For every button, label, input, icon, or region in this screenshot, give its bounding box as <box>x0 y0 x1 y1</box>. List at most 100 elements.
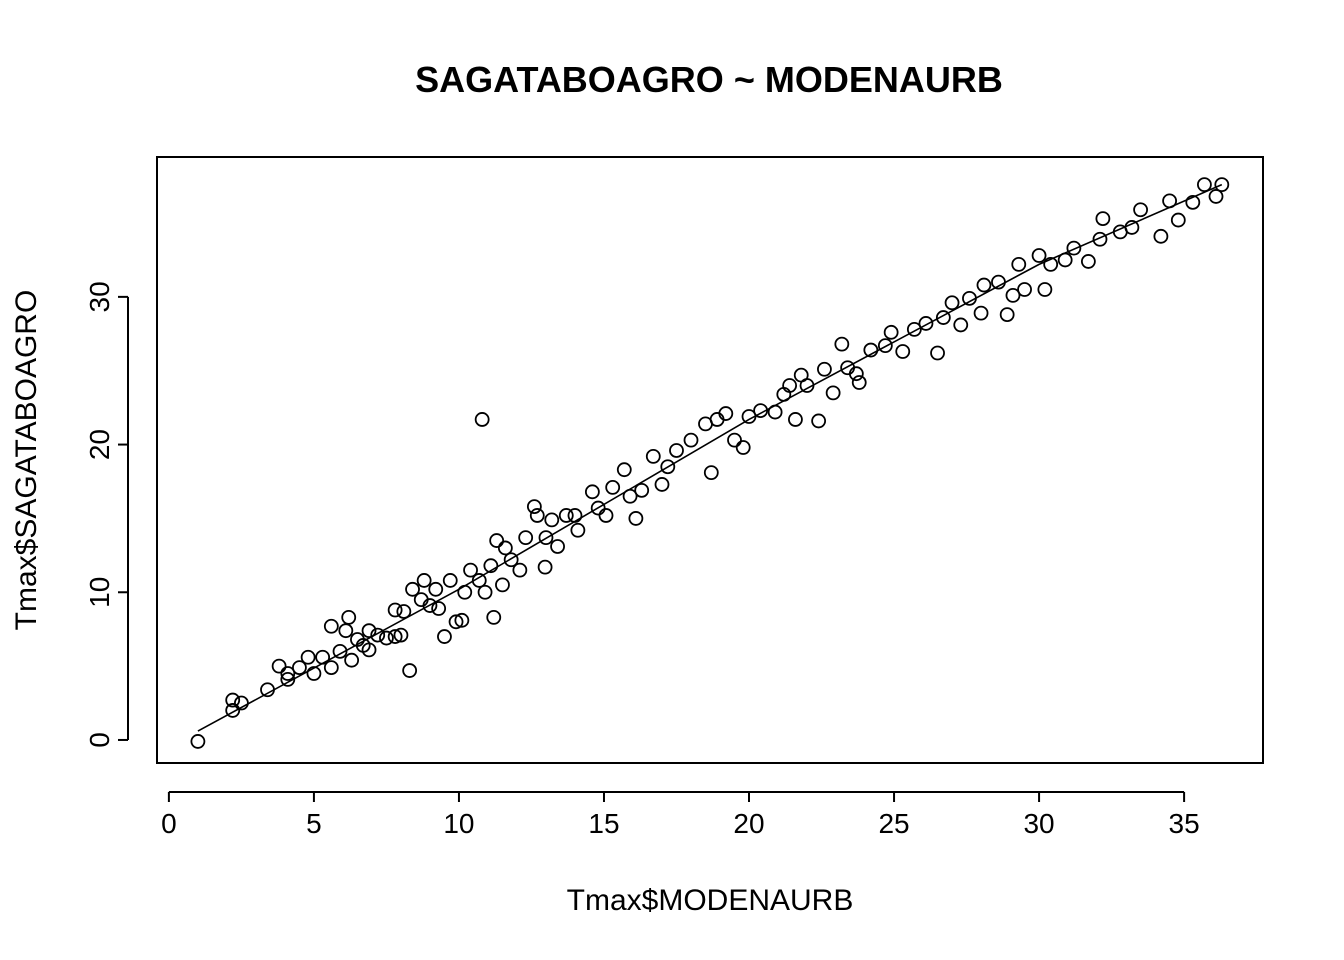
point <box>1153 228 1169 244</box>
x-tick-label: 5 <box>306 808 322 839</box>
point <box>422 598 438 613</box>
point <box>280 666 296 681</box>
point <box>851 375 867 390</box>
point <box>883 324 899 340</box>
point <box>906 321 922 337</box>
point <box>782 378 798 393</box>
point <box>976 277 992 293</box>
point <box>1043 256 1059 272</box>
point <box>442 573 458 588</box>
point <box>1185 194 1201 210</box>
x-tick-label: 30 <box>1023 808 1054 839</box>
point <box>788 412 803 427</box>
fit-line <box>197 183 1223 732</box>
point <box>225 692 241 708</box>
point <box>292 660 307 675</box>
point <box>616 462 632 478</box>
point <box>735 440 751 455</box>
point <box>834 336 850 352</box>
x-tick-label: 35 <box>1169 808 1200 839</box>
point <box>512 562 528 578</box>
point <box>332 643 348 659</box>
plot-frame <box>156 156 1264 764</box>
point <box>341 609 357 625</box>
point <box>727 432 742 448</box>
point <box>544 512 560 528</box>
point <box>437 629 452 644</box>
point <box>598 508 614 523</box>
point <box>1208 189 1224 204</box>
point <box>190 734 206 749</box>
point <box>463 562 478 578</box>
point <box>825 385 841 401</box>
point <box>1011 256 1027 272</box>
point <box>338 623 354 639</box>
point <box>416 573 432 588</box>
point <box>474 412 490 427</box>
point <box>550 539 565 554</box>
point <box>503 552 519 568</box>
point <box>271 658 287 674</box>
point <box>634 482 650 498</box>
y-tick-label: 20 <box>84 429 115 460</box>
point <box>645 448 661 464</box>
point <box>300 649 316 665</box>
point <box>1005 287 1021 303</box>
point <box>387 629 403 644</box>
point <box>483 558 499 574</box>
x-tick-label: 15 <box>588 808 619 839</box>
point <box>323 618 339 634</box>
point <box>628 511 644 526</box>
point <box>1031 248 1047 263</box>
point <box>877 338 893 354</box>
point <box>477 584 493 600</box>
point <box>1080 254 1096 269</box>
point <box>930 345 945 361</box>
point <box>605 479 621 495</box>
point <box>405 581 420 597</box>
point <box>944 295 960 311</box>
point <box>973 305 989 321</box>
point <box>1133 202 1148 218</box>
point <box>489 533 505 548</box>
point <box>323 660 339 675</box>
point <box>935 310 951 325</box>
point <box>590 500 606 516</box>
point <box>518 530 534 546</box>
point <box>537 559 553 575</box>
y-axis-label: Tmax$SAGATABOAGRO <box>10 290 43 631</box>
y-tick-label: 10 <box>84 577 115 608</box>
point <box>396 604 412 619</box>
point <box>1214 177 1230 193</box>
point <box>402 663 418 678</box>
x-tick-label: 25 <box>878 808 909 839</box>
point <box>1037 282 1053 297</box>
x-axis-label: Tmax$MODENAURB <box>567 884 854 917</box>
x-tick-label: 20 <box>733 808 764 839</box>
point <box>1066 240 1082 256</box>
point <box>361 642 377 658</box>
point <box>999 307 1015 322</box>
point <box>660 459 676 475</box>
point <box>361 623 377 639</box>
point <box>428 581 444 597</box>
point <box>1124 220 1140 235</box>
point <box>1197 177 1212 193</box>
point <box>306 666 322 681</box>
point <box>567 508 583 523</box>
point <box>344 652 360 668</box>
point <box>848 366 864 382</box>
point <box>538 530 554 546</box>
point <box>1095 211 1111 226</box>
point <box>454 612 470 628</box>
y-tick-label: 30 <box>84 281 115 312</box>
y-tick-label: 0 <box>84 732 115 748</box>
point <box>431 601 447 616</box>
point <box>379 630 394 646</box>
point <box>1017 282 1032 297</box>
point <box>529 508 545 523</box>
point <box>558 508 574 523</box>
point <box>393 627 409 643</box>
point <box>486 609 502 625</box>
